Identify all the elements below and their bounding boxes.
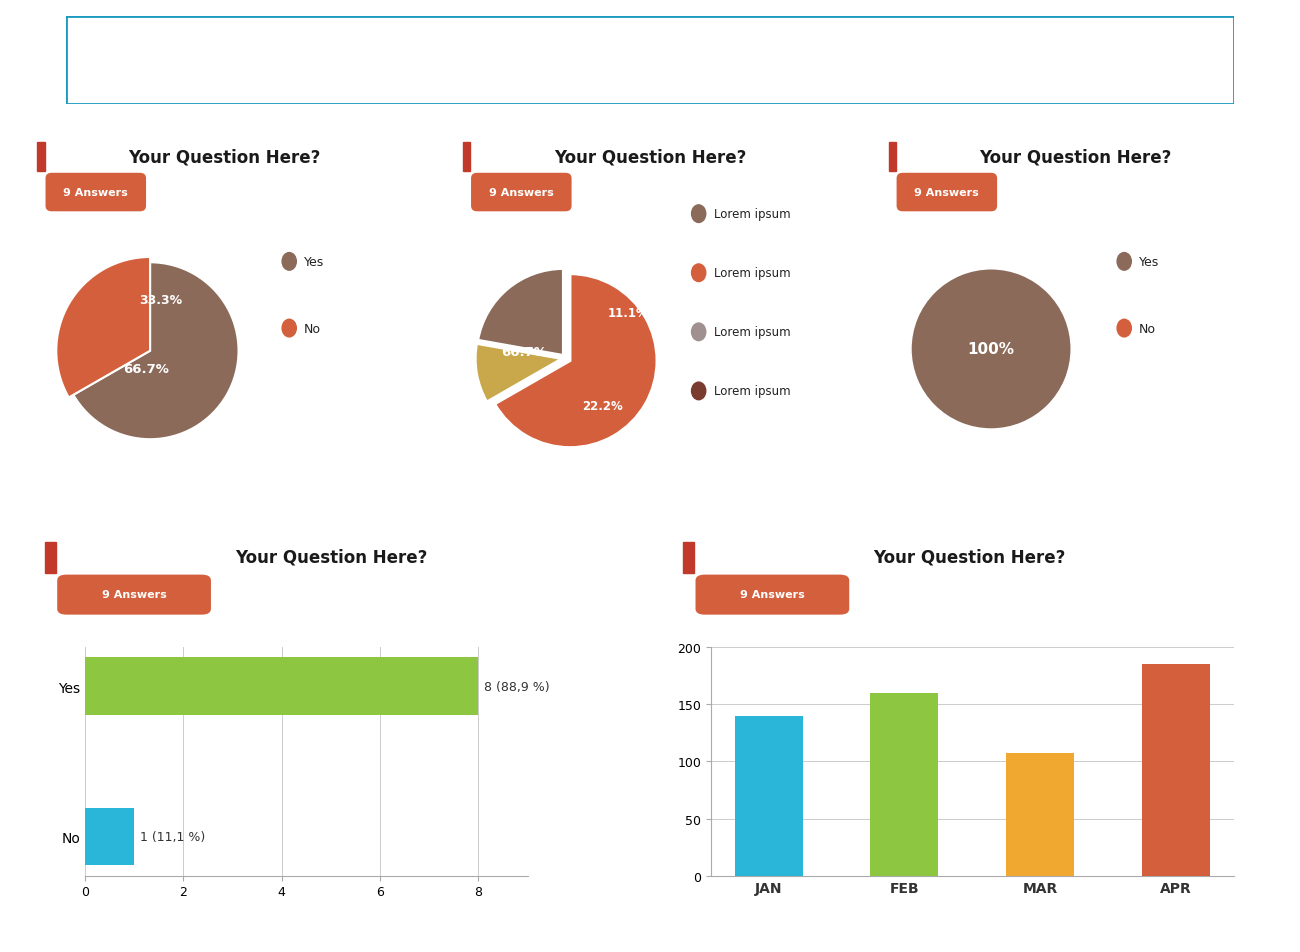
Text: 22.2%: 22.2% <box>581 400 623 413</box>
Text: Lorem ipsum: Lorem ipsum <box>714 326 790 339</box>
Bar <box>463 143 471 171</box>
Circle shape <box>692 265 706 282</box>
FancyBboxPatch shape <box>471 173 572 212</box>
Bar <box>1006 754 1074 876</box>
Text: 100%: 100% <box>967 342 1014 357</box>
FancyBboxPatch shape <box>897 173 997 212</box>
Text: 9 Answers: 9 Answers <box>489 188 554 198</box>
Bar <box>1141 664 1210 876</box>
Bar <box>888 143 896 171</box>
Text: Yes: Yes <box>1139 255 1160 268</box>
Circle shape <box>282 320 296 338</box>
Wedge shape <box>476 344 562 403</box>
Wedge shape <box>56 258 150 398</box>
Text: Your Question Here?: Your Question Here? <box>874 548 1065 566</box>
Text: 33.3%: 33.3% <box>139 293 182 307</box>
Wedge shape <box>495 274 656 448</box>
Bar <box>46 543 56 573</box>
Bar <box>734 716 802 876</box>
Text: 9 Answers: 9 Answers <box>64 188 129 198</box>
Circle shape <box>1117 253 1131 271</box>
Text: SURVEY STATISTICS INFOGRAPHIC: SURVEY STATISTICS INFOGRAPHIC <box>302 44 998 78</box>
Bar <box>38 143 44 171</box>
Bar <box>81 27 1219 95</box>
Text: Lorem ipsum: Lorem ipsum <box>714 208 790 221</box>
Text: No: No <box>304 322 321 335</box>
FancyBboxPatch shape <box>46 173 146 212</box>
Circle shape <box>282 253 296 271</box>
Text: 8 (88,9 %): 8 (88,9 %) <box>485 680 550 693</box>
Text: Lorem ipsum: Lorem ipsum <box>714 267 790 280</box>
Circle shape <box>1117 320 1131 338</box>
FancyBboxPatch shape <box>57 575 211 615</box>
Text: 11.1%: 11.1% <box>607 307 649 320</box>
Text: Yes: Yes <box>304 255 325 268</box>
Bar <box>84 658 478 715</box>
Text: 9 Answers: 9 Answers <box>101 590 166 600</box>
Text: 9 Answers: 9 Answers <box>914 188 979 198</box>
Circle shape <box>692 383 706 400</box>
Bar <box>84 808 134 865</box>
Text: No: No <box>1139 322 1156 335</box>
Text: 9 Answers: 9 Answers <box>740 590 805 600</box>
Wedge shape <box>478 269 563 356</box>
Wedge shape <box>911 269 1071 430</box>
Text: Your Question Here?: Your Question Here? <box>554 148 746 166</box>
Text: 66.7%: 66.7% <box>500 346 547 358</box>
FancyBboxPatch shape <box>696 575 849 615</box>
Bar <box>871 693 939 876</box>
Text: 66.7%: 66.7% <box>122 363 169 375</box>
Text: Your Question Here?: Your Question Here? <box>979 148 1171 166</box>
Text: Your Question Here?: Your Question Here? <box>129 148 321 166</box>
Bar <box>684 543 694 573</box>
Text: Lorem ipsum: Lorem ipsum <box>714 385 790 398</box>
Wedge shape <box>73 263 238 440</box>
Circle shape <box>692 206 706 223</box>
Text: 1 (11,1 %): 1 (11,1 %) <box>140 830 205 843</box>
Text: Your Question Here?: Your Question Here? <box>235 548 426 566</box>
Circle shape <box>692 324 706 341</box>
